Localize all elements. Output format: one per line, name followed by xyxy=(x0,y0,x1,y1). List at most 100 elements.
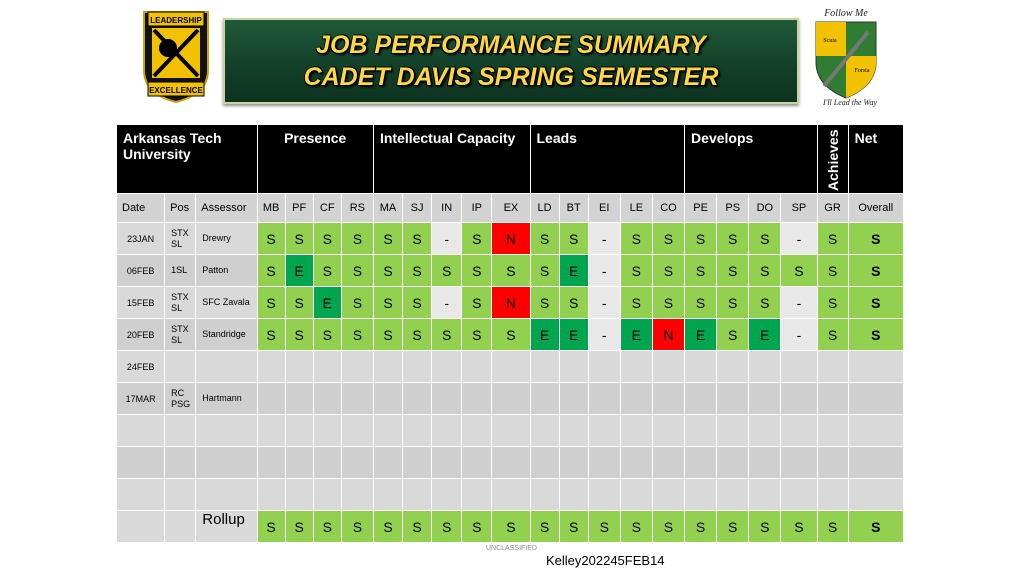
score-cell xyxy=(651,414,686,447)
score-cell xyxy=(558,382,589,415)
score-cell xyxy=(816,414,849,447)
score-cell xyxy=(587,350,621,383)
score-cell xyxy=(684,414,718,447)
table-row: 06FEB 1SL Patton S E S S S S S S S S E - S S S S S S S S xyxy=(115,254,905,287)
column-header: Assessor xyxy=(195,193,258,223)
score-cell xyxy=(780,382,818,415)
score-cell xyxy=(372,446,404,479)
overall-cell xyxy=(847,446,905,479)
score-cell xyxy=(748,414,782,447)
rollup-empty xyxy=(115,510,166,543)
rollup-score-cell: S xyxy=(651,510,686,543)
score-cell: S xyxy=(340,254,374,287)
position-cell: STX SL xyxy=(164,318,197,351)
rollup-score-cell: S xyxy=(431,510,463,543)
score-cell: E xyxy=(619,318,653,351)
banner-title-line2: CADET DAVIS SPRING SEMESTER xyxy=(303,63,719,91)
score-cell xyxy=(372,382,404,415)
position-cell xyxy=(164,414,197,447)
score-cell xyxy=(284,350,314,383)
score-cell: N xyxy=(651,318,686,351)
column-header: MB xyxy=(256,193,286,223)
table-row: 17MAR RC PSG Hartmann xyxy=(115,382,905,415)
score-cell xyxy=(312,446,342,479)
score-cell: S xyxy=(340,222,374,255)
score-cell: S xyxy=(402,286,433,319)
rollup-score-cell: S xyxy=(587,510,621,543)
rollup-score-cell: S xyxy=(372,510,404,543)
score-cell: S xyxy=(372,254,404,287)
score-cell xyxy=(340,382,374,415)
score-cell xyxy=(780,478,818,511)
overall-cell xyxy=(847,382,905,415)
rollup-score-cell: S xyxy=(312,510,342,543)
date-cell: 15FEB xyxy=(115,286,166,319)
rollup-empty xyxy=(164,510,197,543)
score-cell xyxy=(780,350,818,383)
score-cell xyxy=(587,414,621,447)
column-header: BT xyxy=(558,193,589,223)
score-cell: S xyxy=(748,254,782,287)
score-cell: - xyxy=(431,286,463,319)
rollup-overall-cell: S xyxy=(847,510,905,543)
score-cell: S xyxy=(461,318,493,351)
position-cell: RC PSG xyxy=(164,382,197,415)
score-cell xyxy=(684,478,718,511)
score-cell: S xyxy=(816,318,849,351)
score-cell: S xyxy=(780,254,818,287)
rollup-score-cell: S xyxy=(402,510,433,543)
score-cell xyxy=(491,446,531,479)
column-header: Pos xyxy=(164,193,197,223)
score-cell: S xyxy=(558,222,589,255)
score-cell xyxy=(748,446,782,479)
score-cell: E xyxy=(684,318,718,351)
crest-top-text: Follow Me xyxy=(823,8,868,19)
score-cell: S xyxy=(256,286,286,319)
title-banner: JOB PERFORMANCE SUMMARY CADET DAVIS SPRI… xyxy=(223,18,799,104)
assessor-cell: Standridge xyxy=(195,318,258,351)
column-header: CF xyxy=(312,193,342,223)
score-cell xyxy=(619,382,653,415)
date-cell: 06FEB xyxy=(115,254,166,287)
score-cell xyxy=(340,350,374,383)
score-cell: S xyxy=(716,222,750,255)
rollup-score-cell: S xyxy=(558,510,589,543)
score-cell: S xyxy=(340,318,374,351)
logo-bottom-text: EXCELLENCE xyxy=(149,86,203,95)
column-header: PS xyxy=(716,193,750,223)
score-cell: S xyxy=(461,254,493,287)
score-cell: S xyxy=(402,318,433,351)
score-cell xyxy=(816,478,849,511)
group-header-row: Arkansas Tech University Presence Intell… xyxy=(116,124,905,194)
score-cell xyxy=(558,478,589,511)
score-cell xyxy=(431,414,463,447)
score-cell: - xyxy=(780,222,818,255)
score-cell xyxy=(529,350,560,383)
score-cell xyxy=(372,350,404,383)
score-cell: S xyxy=(256,254,286,287)
score-cell: S xyxy=(284,222,314,255)
score-cell xyxy=(402,478,433,511)
score-cell xyxy=(748,382,782,415)
score-cell: S xyxy=(284,286,314,319)
score-cell: S xyxy=(748,286,782,319)
overall-cell xyxy=(847,350,905,383)
score-cell: S xyxy=(431,254,463,287)
develops-header: Develops xyxy=(691,130,754,146)
score-cell xyxy=(431,350,463,383)
rollup-score-cell: S xyxy=(816,510,849,543)
score-cell xyxy=(619,414,653,447)
rollup-label: Rollup xyxy=(195,510,258,543)
intellectual-capacity-header: Intellectual Capacity xyxy=(379,130,516,146)
score-cell: E xyxy=(312,286,342,319)
score-cell xyxy=(491,414,531,447)
score-cell: - xyxy=(587,222,621,255)
score-cell xyxy=(587,446,621,479)
score-cell xyxy=(748,350,782,383)
score-cell xyxy=(402,382,433,415)
table-row xyxy=(115,446,905,479)
position-cell xyxy=(164,446,197,479)
table-row: 23JAN STX SL Drewry S S S S S S - S N S S - S S S S S - S S xyxy=(115,222,905,255)
score-cell: S xyxy=(431,318,463,351)
score-cell xyxy=(340,414,374,447)
